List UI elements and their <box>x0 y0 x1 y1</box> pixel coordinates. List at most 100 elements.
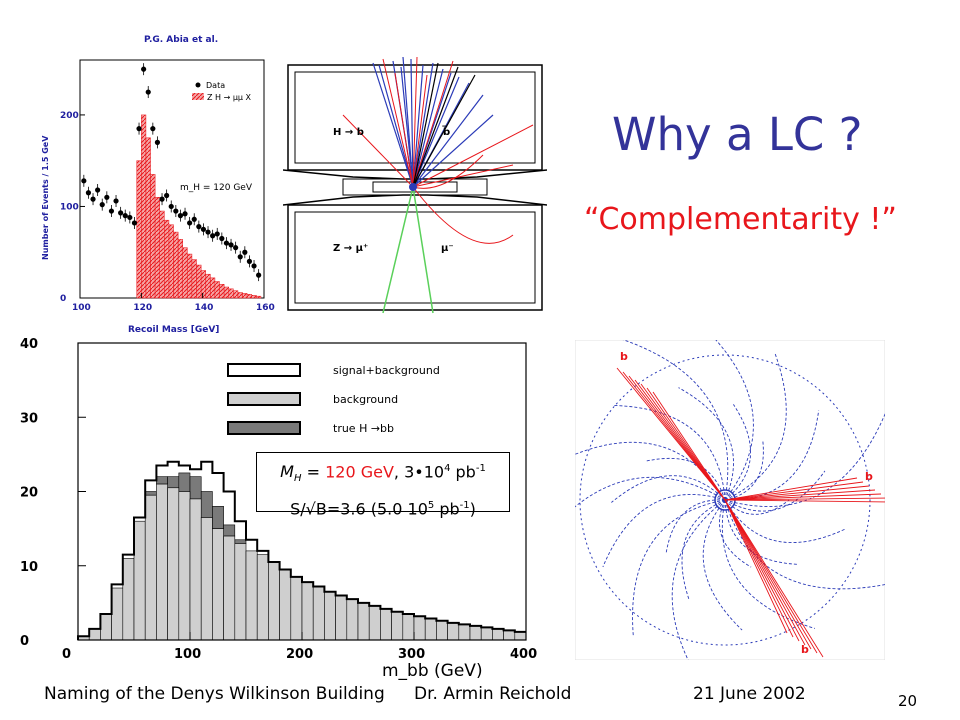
signal-bar <box>246 294 252 299</box>
background-bar <box>133 520 146 641</box>
blue-track <box>665 499 726 555</box>
data-point <box>210 233 216 239</box>
data-point <box>196 224 202 230</box>
data-point <box>205 229 211 235</box>
legend-true-h-swatch <box>227 421 301 435</box>
data-point <box>104 194 110 200</box>
signal-bar <box>233 290 239 299</box>
data-point <box>81 178 87 184</box>
signal-bar <box>173 231 179 299</box>
footer-date: 21 June 2002 <box>693 684 806 704</box>
data-point <box>154 139 161 145</box>
background-bar <box>335 595 348 641</box>
data-point <box>136 126 142 132</box>
recoil-x-tick-label: 100 <box>72 303 91 313</box>
true-h-bar <box>189 476 202 500</box>
background-bar <box>324 591 336 641</box>
recoil-x-tick-label: 140 <box>195 303 214 313</box>
signal-bar <box>182 247 188 299</box>
data-point <box>131 220 138 226</box>
background-bar <box>290 576 303 641</box>
data-point <box>200 226 207 232</box>
background-bar <box>436 620 448 641</box>
data-point <box>173 208 179 214</box>
signal-bar <box>168 224 174 299</box>
blue-track <box>575 476 726 508</box>
signal-bar <box>210 277 216 299</box>
signal-bar <box>145 137 151 299</box>
recoil-chart-title: P.G. Abia et al. <box>144 35 218 45</box>
background-bar <box>279 569 292 641</box>
signal-bar <box>223 286 229 299</box>
blue-track <box>719 499 752 568</box>
data-point <box>237 254 243 260</box>
background-bar <box>492 628 504 641</box>
true-h-bar <box>156 476 168 485</box>
data-point <box>219 235 225 242</box>
blue-track <box>678 387 734 501</box>
background-bar <box>514 631 527 641</box>
signal-plus-background-line <box>77 460 526 640</box>
signal-bar <box>177 239 183 299</box>
background-bar <box>380 608 392 641</box>
mbb-chart: 0 100 200 300 400 0 10 20 30 40 signal+background… <box>20 337 537 680</box>
signal-bar <box>256 295 262 299</box>
signal-bar <box>214 281 220 299</box>
event-display-top: H → b b̅ Z → μ⁺ μ⁻ <box>283 55 547 317</box>
data-point <box>108 208 115 214</box>
b-jet-track <box>724 493 882 501</box>
b-jet-track <box>724 499 824 658</box>
blue-track <box>724 470 826 512</box>
blue-track <box>622 340 729 501</box>
mbb-y-tick-label: 40 <box>20 337 38 352</box>
higgs-info-box: MH = 120 GeV, 3•104 pb-1 S/√B=3.6 (5.0 1… <box>256 452 510 518</box>
curved-track <box>412 154 484 189</box>
jet-track-red <box>412 56 418 188</box>
track-black <box>412 66 459 188</box>
data-point <box>90 196 96 202</box>
signal-bar <box>191 259 197 299</box>
blue-track <box>611 475 726 503</box>
label-mu-minus: μ⁻ <box>441 243 454 254</box>
footer-left: Naming of the Denys Wilkinson Building <box>44 684 385 704</box>
recoil-annotation: m_H = 120 GeV <box>180 183 253 193</box>
jet-track <box>412 94 484 188</box>
b-jet-track <box>724 499 885 503</box>
jet-track-red <box>412 60 454 188</box>
true-h-bar <box>223 524 236 537</box>
label-b-bottom: b <box>801 643 809 656</box>
recoil-mass-chart: P.G. Abia et al. 100 120 140 160 0 100 200 Rec… <box>41 35 275 335</box>
label-bbar: b̅ <box>442 125 450 138</box>
b-jet-track <box>724 477 858 501</box>
blue-track <box>724 440 764 501</box>
jet-track <box>412 76 460 188</box>
blue-track <box>632 499 726 638</box>
legend-bkg-swatch <box>227 392 301 406</box>
signal-bar <box>251 295 257 299</box>
background-bar <box>402 613 415 641</box>
blue-track <box>724 499 885 590</box>
mbb-y-tick-label: 20 <box>20 486 38 501</box>
background-bar <box>212 528 224 641</box>
background-bar <box>167 487 180 641</box>
background-bar <box>368 605 381 641</box>
mbb-x-tick-label: 0 <box>62 647 71 662</box>
background-bar <box>346 598 359 641</box>
signal-bar <box>141 114 147 299</box>
detector-outline <box>579 354 871 646</box>
recoil-y-axis-label: Number of Events / 1.5 GeV <box>41 135 50 260</box>
detector-lower-block <box>287 204 543 311</box>
data-point <box>251 263 257 269</box>
data-point <box>223 240 230 246</box>
blue-track <box>671 499 726 660</box>
event-display-round: b b b <box>575 340 885 660</box>
muon-track <box>382 186 414 314</box>
background-bar <box>391 611 404 641</box>
data-point <box>177 213 184 219</box>
slide-title: Why a LC ? <box>612 108 863 161</box>
jet-track-red <box>394 72 414 188</box>
track-black <box>412 74 476 188</box>
jet-track <box>412 62 434 188</box>
background-bar <box>503 630 516 641</box>
b-jet-track <box>724 497 885 501</box>
